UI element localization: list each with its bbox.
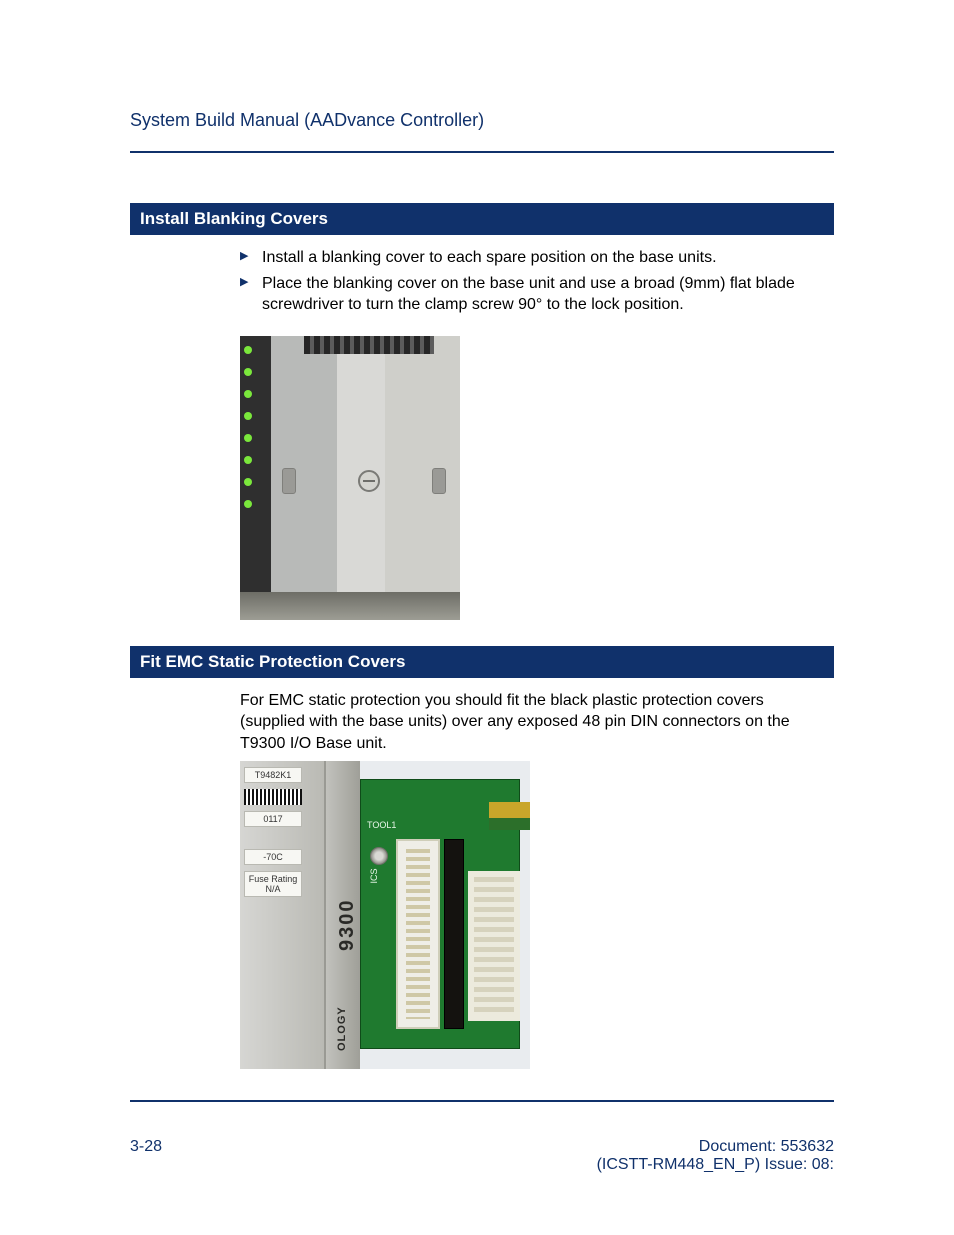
figure2-side-number: 9300 — [336, 898, 359, 951]
page-footer: 3-28 Document: 553632 (ICSTT-RM448_EN_P)… — [130, 1138, 834, 1174]
figure2-label-barcode — [244, 789, 302, 805]
section2-content: For EMC static protection you should fit… — [240, 690, 834, 1069]
figure2-label-batch: 0117 — [244, 811, 302, 827]
figure2-label-temp: -70C — [244, 849, 302, 865]
figure2-screw-icon — [370, 847, 388, 865]
section1-content: Install a blanking cover to each spare p… — [240, 247, 834, 620]
figure1-handle-right — [432, 468, 446, 494]
figure2-din-connector-white — [396, 839, 440, 1029]
figure2-side-text: OLOGY — [336, 1006, 348, 1051]
figure2-din-cover-black — [444, 839, 464, 1029]
figure2-green-strip — [489, 818, 530, 830]
section-heading-install-blanking-covers: Install Blanking Covers — [130, 203, 834, 235]
figure2-yellow-strip — [489, 802, 530, 818]
figure1-top-connectors — [304, 336, 434, 354]
section-heading-fit-emc-covers: Fit EMC Static Protection Covers — [130, 646, 834, 678]
figure2-metal-chassis — [240, 761, 326, 1069]
footer-page-number: 3-28 — [130, 1138, 162, 1156]
footer-doc-line2: (ICSTT-RM448_EN_P) Issue: 08: — [597, 1156, 834, 1174]
header-rule — [130, 151, 834, 153]
document-page: System Build Manual (AADvance Controller… — [0, 0, 954, 1235]
section1-bullet-1: Install a blanking cover to each spare p… — [240, 247, 824, 269]
page-header-title: System Build Manual (AADvance Controller… — [130, 110, 834, 131]
footer-rule — [130, 1100, 834, 1102]
figure2-pcb-tool-label: TOOL1 — [367, 820, 395, 830]
figure1-handle-left — [282, 468, 296, 494]
figure2-label-partno: T9482K1 — [244, 767, 302, 783]
footer-doc-line1: Document: 553632 — [597, 1138, 834, 1156]
figure1-led-strip — [244, 342, 252, 542]
figure1-base-rail — [240, 592, 460, 620]
section1-bullet-list: Install a blanking cover to each spare p… — [240, 247, 824, 316]
section2-paragraph: For EMC static protection you should fit… — [240, 690, 824, 755]
figure2-label-fuse: Fuse Rating N/A — [244, 871, 302, 897]
figure-din-connector: T9482K1 0117 -70C Fuse Rating N/A 9300 O… — [240, 761, 530, 1069]
figure1-clamp-screw-icon — [358, 470, 380, 492]
figure2-din-connector-right — [468, 871, 520, 1021]
figure2-pcb-ics-label: ICS — [369, 862, 379, 890]
section1-bullet-2: Place the blanking cover on the base uni… — [240, 273, 824, 316]
figure-blanking-cover — [240, 336, 460, 620]
